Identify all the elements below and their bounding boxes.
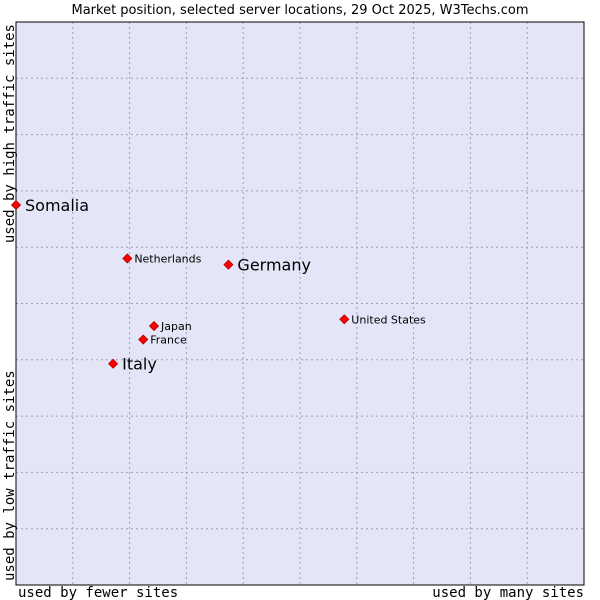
y-axis-label-high: used by high traffic sites	[2, 24, 18, 243]
point-label-united-states: United States	[351, 313, 426, 326]
point-marker-united-states	[339, 314, 350, 325]
data-point-japan: Japan	[148, 320, 192, 333]
point-marker-somalia	[10, 199, 22, 211]
x-axis-label-low: used by fewer sites	[18, 585, 178, 600]
data-point-united-states: United States	[339, 313, 426, 326]
y-axis-label-low: used by low traffic sites	[2, 370, 18, 581]
point-label-netherlands: Netherlands	[134, 252, 201, 265]
point-marker-netherlands	[122, 253, 133, 264]
point-marker-japan	[148, 320, 160, 332]
data-point-italy: Italy	[108, 355, 157, 374]
data-point-france: France	[138, 334, 187, 347]
point-marker-germany	[223, 259, 234, 270]
chart-title: Market position, selected server locatio…	[71, 3, 528, 18]
point-label-italy: Italy	[122, 355, 157, 374]
point-marker-italy	[108, 358, 119, 369]
grid	[16, 22, 584, 585]
point-marker-france	[138, 334, 149, 345]
plot-border	[15, 21, 585, 586]
data-point-germany: Germany	[223, 256, 311, 275]
point-label-germany: Germany	[237, 256, 311, 275]
data-point-somalia: Somalia	[10, 196, 89, 215]
point-label-france: France	[150, 334, 187, 347]
point-label-somalia: Somalia	[25, 196, 89, 215]
point-label-japan: Japan	[160, 320, 192, 333]
x-axis-label-high: used by many sites	[432, 585, 584, 600]
data-points: Somalia Netherlands Germany United States Ja…	[10, 196, 426, 374]
data-point-netherlands: Netherlands	[122, 252, 202, 265]
